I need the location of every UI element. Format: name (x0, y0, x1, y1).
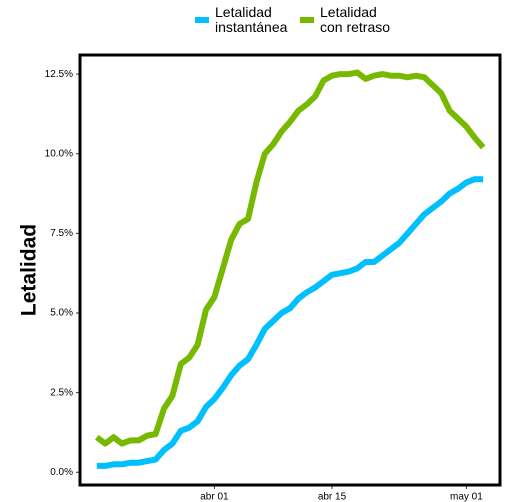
y-tick-label: 10.0% (45, 148, 73, 159)
legend-label: Letalidad con retraso (320, 4, 391, 35)
x-tick-label: abr 01 (200, 492, 229, 502)
y-tick-label: 7.5% (50, 228, 73, 239)
line (94, 69, 486, 447)
legend-label: Letalidad instantánea (215, 4, 288, 35)
x-tick-label: may 01 (450, 492, 483, 502)
y-tick-label: 0.0% (50, 467, 73, 478)
y-axis-label: Letalidad (18, 224, 41, 316)
legend-swatch (300, 17, 314, 23)
plot-border (78, 53, 502, 487)
line (96, 176, 484, 469)
y-tick-label: 12.5% (45, 69, 73, 80)
y-tick-label: 2.5% (50, 387, 73, 398)
x-tick-label: abr 15 (318, 492, 347, 502)
y-tick-label: 5.0% (50, 308, 73, 319)
legend-item: Letalidad instantánea (195, 5, 287, 35)
legend-item: Letalidad con retraso (300, 5, 390, 35)
legend-swatch (195, 17, 209, 23)
